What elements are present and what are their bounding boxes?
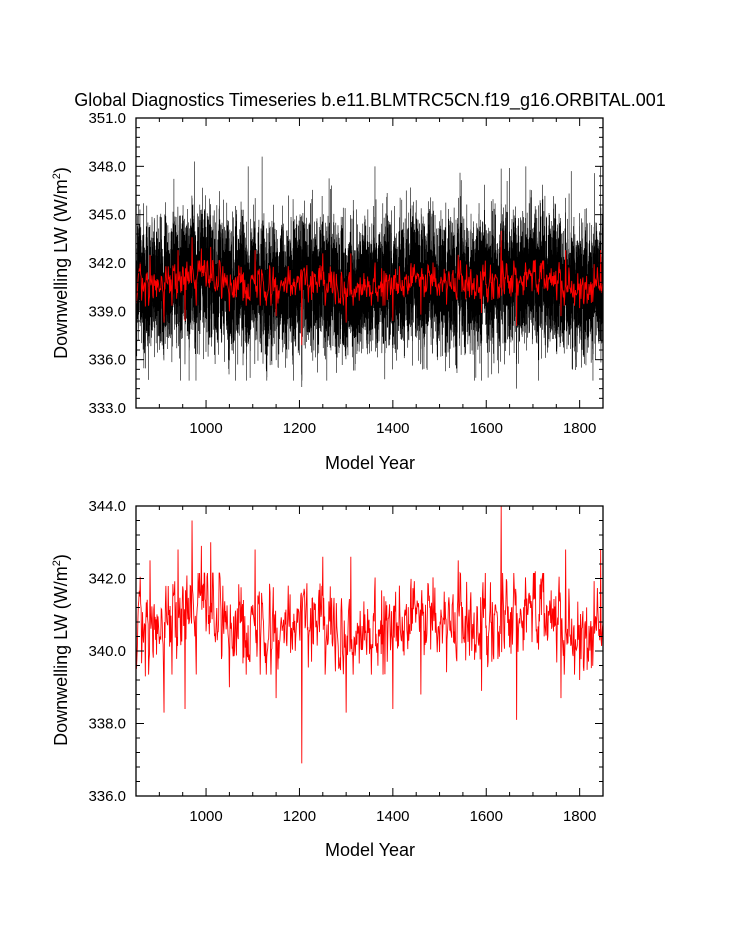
series-annual-line	[136, 230, 603, 346]
top-panel: 1000 1200 1400 1600 1800 333.0 336.0 339.0 342.0…	[51, 110, 604, 473]
x-tick-label: 1200	[283, 808, 316, 825]
bottom-plot-area	[136, 506, 603, 764]
bottom-y-axis-title-close: )	[51, 554, 71, 560]
chart-title: Global Diagnostics Timeseries b.e11.BLMT…	[74, 90, 666, 111]
y-tick-label: 351.0	[88, 110, 126, 127]
y-tick-label: 345.0	[88, 207, 126, 224]
y-tick-label: 344.0	[88, 498, 126, 515]
series-annual-line	[136, 506, 603, 764]
x-tick-label: 1600	[470, 808, 503, 825]
top-x-axis-title: Model Year	[325, 453, 415, 473]
top-y-axis-title: Downwelling LW (W/m2)	[51, 167, 71, 359]
x-tick-label: 1800	[563, 808, 596, 825]
x-tick-label: 1600	[470, 420, 503, 437]
x-tick-label: 1000	[189, 420, 222, 437]
top-y-axis-title-sup: 2	[51, 173, 63, 179]
bottom-y-axis-title-main: Downwelling LW (W/m	[51, 566, 71, 746]
x-tick-label: 1400	[376, 420, 409, 437]
y-tick-label: 342.0	[88, 571, 126, 588]
bottom-axes: 1000 1200 1400 1600 1800 336.0 338.0 340.0 342.0…	[88, 498, 604, 825]
y-tick-label: 340.0	[88, 643, 126, 660]
y-tick-label: 339.0	[88, 303, 126, 320]
y-tick-label: 336.0	[88, 352, 126, 369]
bottom-y-axis-title: Downwelling LW (W/m2)	[51, 554, 71, 746]
top-y-axis-title-main: Downwelling LW (W/m	[51, 179, 71, 359]
y-tick-label: 333.0	[88, 400, 126, 417]
top-plot-area	[136, 156, 603, 389]
top-axes: 1000 1200 1400 1600 1800 333.0 336.0 339.0 342.0…	[88, 110, 604, 437]
y-tick-label: 336.0	[88, 788, 126, 805]
x-tick-label: 1200	[283, 420, 316, 437]
y-tick-label: 348.0	[88, 158, 126, 175]
x-tick-label: 1000	[189, 808, 222, 825]
bottom-x-axis-title: Model Year	[325, 840, 415, 860]
bottom-panel: 1000 1200 1400 1600 1800 336.0 338.0 340.0 342.0…	[51, 498, 604, 860]
bottom-y-axis-title-sup: 2	[51, 560, 63, 566]
top-y-axis-title-close: )	[51, 167, 71, 173]
x-tick-label: 1400	[376, 808, 409, 825]
series-monthly-line	[136, 156, 603, 389]
x-tick-label: 1800	[563, 420, 596, 437]
y-tick-label: 338.0	[88, 716, 126, 733]
y-tick-label: 342.0	[88, 255, 126, 272]
